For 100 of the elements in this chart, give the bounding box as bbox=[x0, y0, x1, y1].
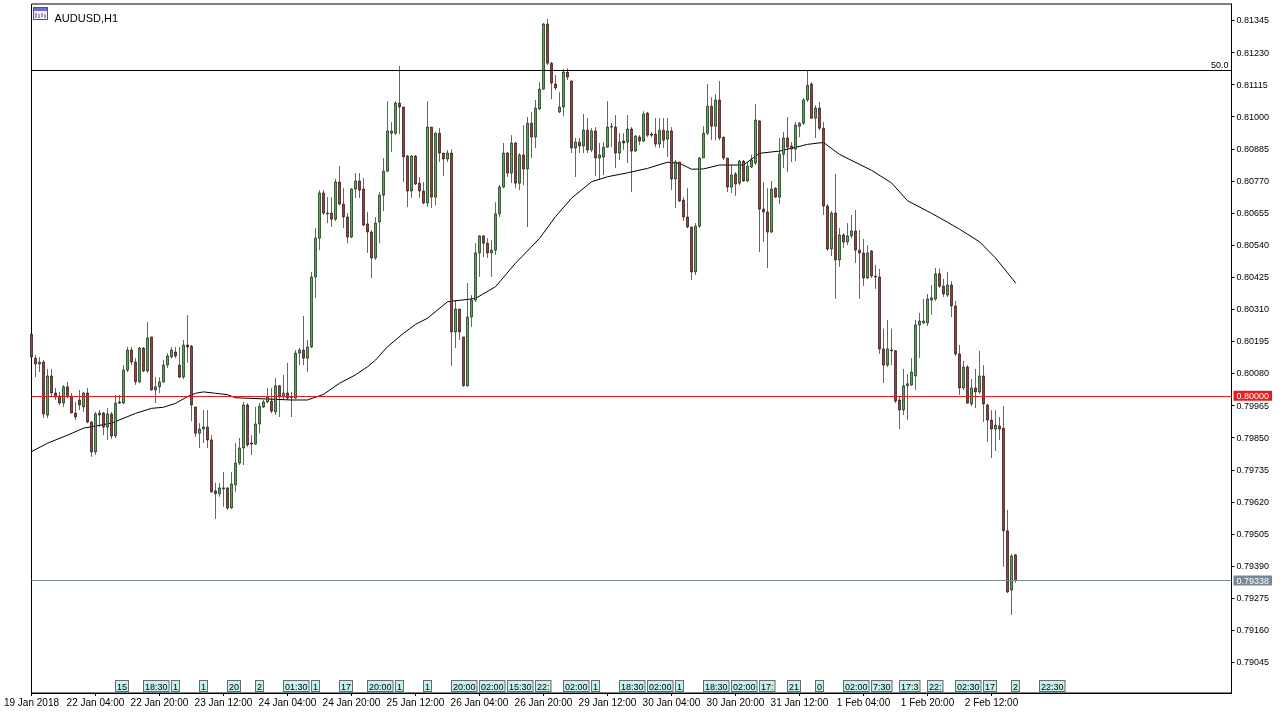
candlestick bbox=[654, 117, 657, 148]
candlestick bbox=[510, 134, 513, 184]
y-tick-label: 0.80655 bbox=[1236, 208, 1270, 219]
y-tick-label: 0.79275 bbox=[1236, 593, 1270, 604]
x-tick-label: 22 Jan 04:00 bbox=[66, 696, 125, 708]
annotation: 17 bbox=[985, 681, 996, 692]
y-tick-label: 0.80195 bbox=[1236, 336, 1270, 347]
x-tick-label: 26 Jan 20:00 bbox=[514, 696, 573, 708]
annotation: 22: bbox=[537, 681, 550, 692]
candlestick bbox=[106, 407, 109, 441]
candlestick bbox=[594, 126, 597, 177]
ref-line-label: 0.79338 bbox=[1236, 575, 1270, 586]
candlestick bbox=[642, 110, 645, 143]
y-tick-label: 0.79160 bbox=[1236, 625, 1270, 636]
x-tick-label: 31 Jan 12:00 bbox=[770, 696, 829, 708]
candlestick bbox=[658, 117, 661, 149]
annotation: 18:30 bbox=[145, 681, 168, 692]
annotation: 02:00 bbox=[733, 681, 756, 692]
candlestick bbox=[102, 411, 105, 436]
y-tick-label: 0.79620 bbox=[1236, 496, 1270, 507]
y-tick-label: 0.80770 bbox=[1236, 175, 1270, 186]
candlestick bbox=[138, 346, 141, 384]
annotation: 1 bbox=[593, 681, 599, 692]
x-tick-label: 24 Jan 04:00 bbox=[258, 696, 317, 708]
y-tick-label: 0.81230 bbox=[1236, 47, 1270, 58]
candlestick bbox=[426, 100, 429, 208]
y-tick-label: 0.80885 bbox=[1236, 143, 1270, 154]
annotation: 1 bbox=[397, 681, 403, 692]
candlestick bbox=[646, 111, 649, 138]
annotation: 02:00 bbox=[565, 681, 588, 692]
x-tick-label: 30 Jan 04:00 bbox=[642, 696, 701, 708]
annotation: 22:30 bbox=[1041, 681, 1064, 692]
candlestick bbox=[242, 401, 245, 466]
candlestick bbox=[586, 117, 589, 154]
candlestick bbox=[834, 173, 837, 300]
y-tick-label: 0.80425 bbox=[1236, 272, 1270, 283]
annotation: 15 bbox=[117, 681, 128, 692]
candlestick bbox=[62, 384, 65, 408]
x-tick-label: 26 Jan 04:00 bbox=[450, 696, 509, 708]
annotation: 17: bbox=[761, 681, 774, 692]
x-tick-label: 24 Jan 20:00 bbox=[322, 696, 381, 708]
candlestick bbox=[274, 377, 277, 416]
annotation: 01:30 bbox=[285, 681, 308, 692]
y-tick-label: 0.81115 bbox=[1236, 79, 1268, 90]
annotation: 1 bbox=[201, 681, 207, 692]
y-tick-label: 0.81345 bbox=[1236, 15, 1270, 26]
x-tick-label: 30 Jan 20:00 bbox=[706, 696, 765, 708]
candlestick bbox=[526, 116, 529, 228]
annotation: 18:30 bbox=[621, 681, 644, 692]
ref-line-label: 0.80000 bbox=[1236, 390, 1270, 401]
x-tick-label: 29 Jan 12:00 bbox=[578, 696, 637, 708]
candlestick bbox=[466, 282, 469, 388]
y-tick-label: 0.80080 bbox=[1236, 368, 1270, 379]
y-tick-label: 0.80540 bbox=[1236, 240, 1270, 251]
annotation: 02:00 bbox=[649, 681, 672, 692]
x-tick-label: 2 Feb 12:00 bbox=[964, 696, 1019, 708]
candlestick bbox=[114, 394, 117, 439]
annotation: 02:30 bbox=[957, 681, 980, 692]
annotation: 22: bbox=[929, 681, 942, 692]
x-tick-label: 25 Jan 12:00 bbox=[386, 696, 445, 708]
annotation: 1 bbox=[313, 681, 319, 692]
annotation: 02:00 bbox=[845, 681, 868, 692]
x-tick-label: 22 Jan 20:00 bbox=[130, 696, 189, 708]
y-tick-label: 0.79850 bbox=[1236, 432, 1270, 443]
candlestick bbox=[174, 346, 177, 359]
x-tick-label: 19 Jan 2018 bbox=[3, 696, 60, 708]
x-tick-label: 23 Jan 12:00 bbox=[194, 696, 253, 708]
annotation: 20 bbox=[229, 681, 240, 692]
candlestick bbox=[222, 471, 225, 508]
text: AUDUSD,H1 bbox=[54, 11, 119, 24]
annotation: 1 bbox=[173, 681, 179, 692]
candlestick bbox=[202, 409, 205, 444]
y-tick-label: 0.79045 bbox=[1236, 657, 1270, 668]
y-tick-label: 0.80310 bbox=[1236, 304, 1270, 315]
annotation: 1 bbox=[425, 681, 431, 692]
annotation: 02:00 bbox=[481, 681, 504, 692]
x-tick-label: 1 Feb 04:00 bbox=[836, 696, 891, 708]
x-tick-label: 1 Feb 20:00 bbox=[900, 696, 955, 708]
y-tick-label: 0.79735 bbox=[1236, 464, 1270, 475]
candlestick bbox=[450, 148, 453, 367]
y-tick-label: 0.79505 bbox=[1236, 528, 1270, 539]
annotation: 17:3 bbox=[901, 681, 919, 692]
annotation: 21 bbox=[789, 681, 800, 692]
annotation: 7:30 bbox=[873, 681, 891, 692]
y-tick-label: 0.79965 bbox=[1236, 400, 1270, 411]
annotation: 15:30 bbox=[509, 681, 532, 692]
annotation: 20:00 bbox=[369, 681, 392, 692]
annotation: 2 bbox=[1013, 681, 1019, 692]
y-tick-label: 0.81000 bbox=[1236, 111, 1270, 122]
annotation: 50.0 bbox=[1210, 59, 1229, 70]
annotation: 18:30 bbox=[705, 681, 728, 692]
annotation: 1 bbox=[677, 681, 683, 692]
y-tick-label: 0.79390 bbox=[1236, 561, 1270, 572]
annotation: 2 bbox=[257, 681, 263, 692]
annotation: 0 bbox=[817, 681, 823, 692]
candlestick bbox=[582, 113, 585, 154]
annotation: 20:00 bbox=[453, 681, 476, 692]
annotation: 17 bbox=[341, 681, 352, 692]
candlestick bbox=[742, 159, 745, 183]
candlestick bbox=[614, 114, 617, 169]
